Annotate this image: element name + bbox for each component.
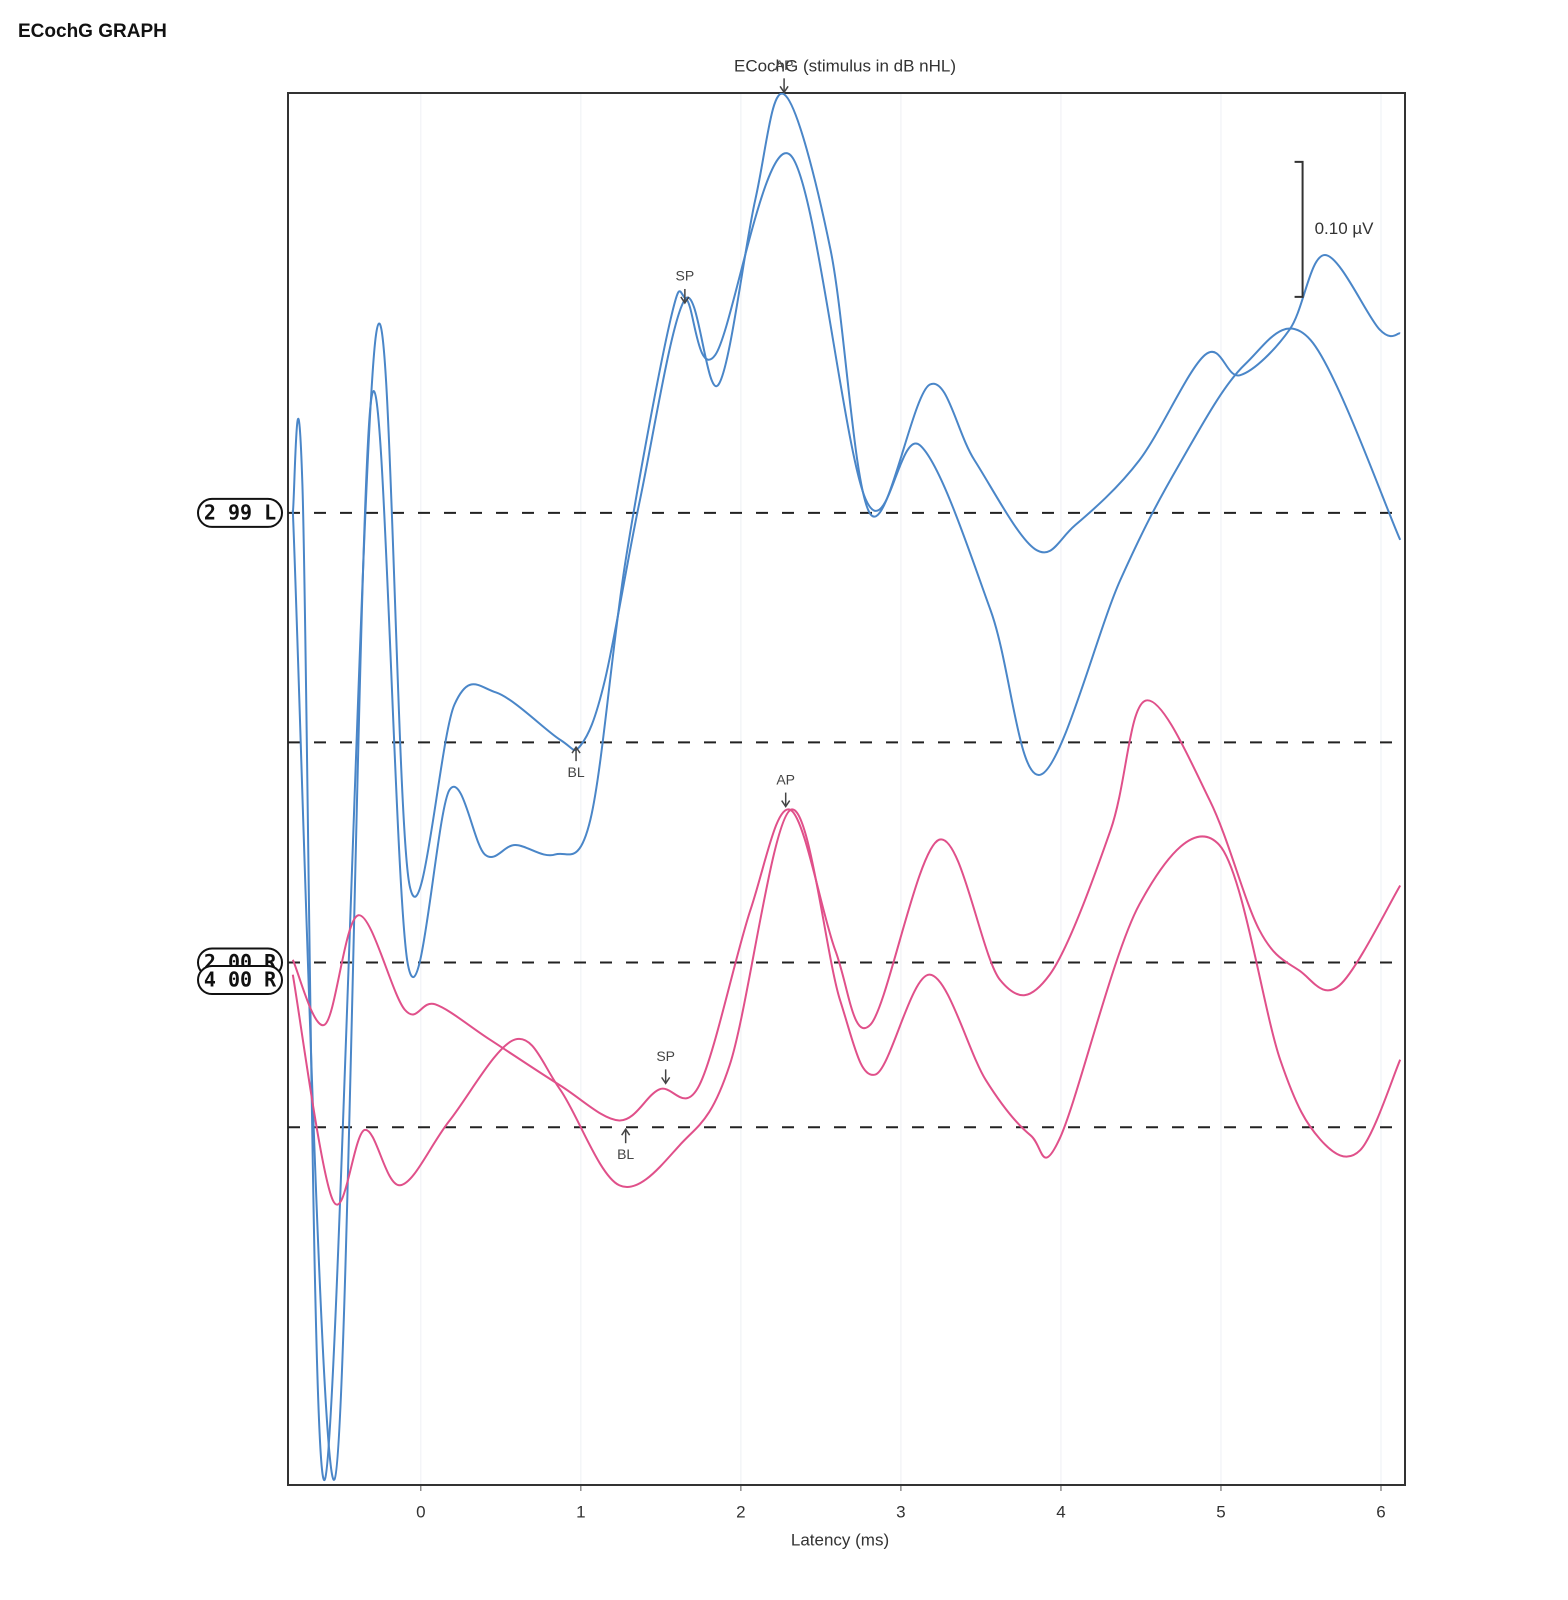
x-tick-label: 3 (896, 1502, 905, 1521)
x-tick-label: 2 (736, 1502, 745, 1521)
trace-label-box (197, 965, 283, 996)
trace-label: 4 00 R (204, 968, 277, 992)
traces (291, 93, 1402, 1481)
x-tick-label: 5 (1216, 1502, 1225, 1521)
trace (291, 152, 1402, 1481)
trace-label-box (197, 497, 283, 528)
x-tick-label: 6 (1376, 1502, 1385, 1521)
annotation-label: BL (617, 1146, 634, 1162)
x-tick-label: 4 (1056, 1502, 1065, 1521)
annotation-label: SP (656, 1048, 675, 1064)
annotation-label: BL (567, 764, 584, 780)
trace (291, 93, 1401, 1481)
trace-label: 2 99 L (204, 500, 276, 524)
trace (291, 808, 1402, 1206)
scale-bar-label: 0.10 µV (1315, 219, 1375, 238)
annotation-arrowhead (621, 1127, 631, 1136)
annotation-arrowhead (661, 1076, 671, 1085)
annotation-label: SP (676, 268, 695, 284)
plot-frame (287, 92, 1406, 1486)
x-tick-label: 0 (416, 1502, 425, 1521)
trace (291, 699, 1402, 1122)
chart-title: ECochG (stimulus in dB nHL) (734, 56, 956, 75)
annotation-arrowhead (680, 296, 690, 305)
scale-bar (1294, 160, 1304, 298)
x-axis-label: Latency (ms) (791, 1530, 889, 1549)
annotation-arrowhead (779, 85, 789, 94)
x-tick-label: 1 (576, 1502, 585, 1521)
annotation-label: AP (776, 771, 795, 787)
annotation-label: AP (775, 57, 794, 73)
page-title: ECochG GRAPH (18, 21, 167, 42)
annotation-arrowhead (781, 800, 791, 808)
annotation-arrowhead (571, 745, 581, 754)
